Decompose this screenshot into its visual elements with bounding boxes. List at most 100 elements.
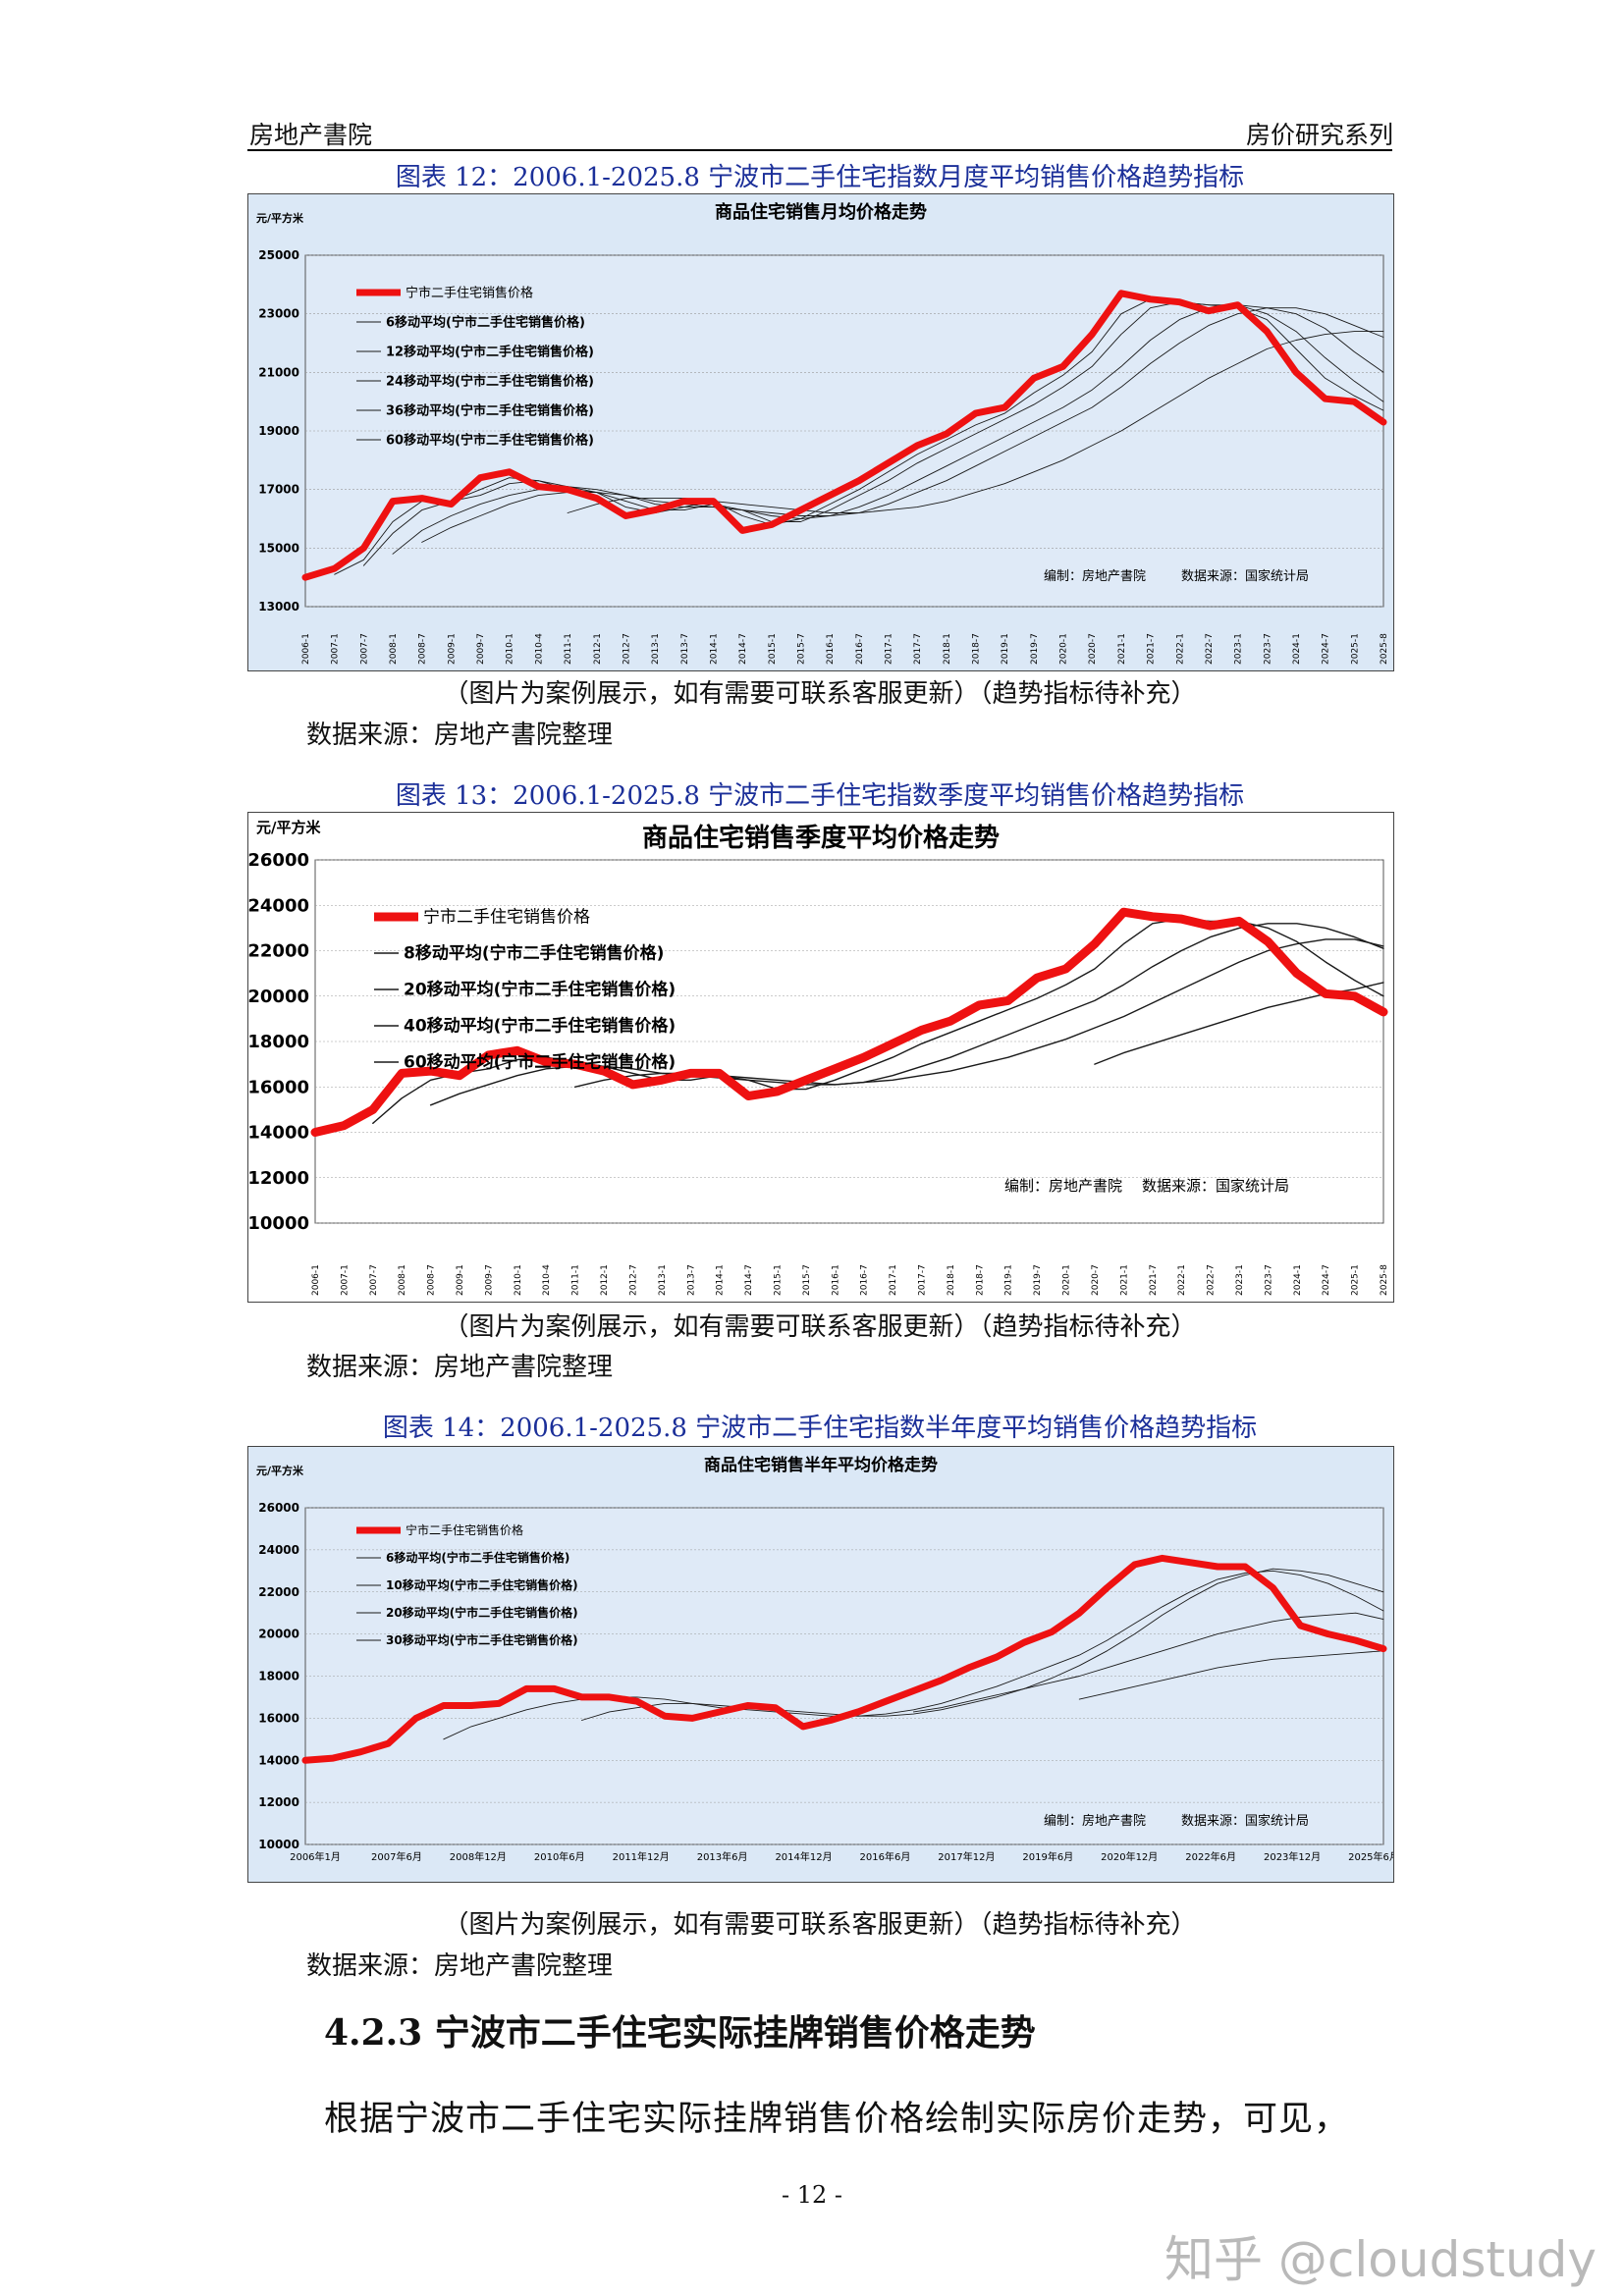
body-paragraph: 根据宁波市二手住宅实际挂牌销售价格绘制实际房价走势，可见， xyxy=(324,2100,1350,2139)
y-tick-label: 10000 xyxy=(248,1213,309,1234)
legend-label: 60移动平均(宁市二手住宅销售价格) xyxy=(386,432,594,448)
x-tick-label: 2018-7 xyxy=(972,633,982,665)
x-tick-label: 2007-1 xyxy=(331,633,341,665)
x-tick-label: 2010-4 xyxy=(534,633,544,665)
x-tick-label: 2007-7 xyxy=(369,1264,379,1296)
x-tick-label: 2006-1 xyxy=(311,1264,321,1296)
x-tick-label: 2008年12月 xyxy=(450,1850,507,1863)
chart-svg: 商品住宅销售半年平均价格走势 元/平方米 10000 12000 14000 16000 1… xyxy=(248,1447,1393,1882)
x-tick-label: 2023-1 xyxy=(1234,633,1244,665)
chart-note-source: 数据来源：国家统计局 xyxy=(1181,1813,1309,1829)
legend-label: 60移动平均(宁市二手住宅销售价格) xyxy=(404,1052,676,1073)
x-tick-label: 2023-7 xyxy=(1263,633,1272,665)
legend-label: 20移动平均(宁市二手住宅销售价格) xyxy=(386,1605,578,1620)
y-tick-label: 16000 xyxy=(258,1711,299,1725)
x-tick-label: 2014-1 xyxy=(716,1264,726,1296)
figure-12-caption: （图片为案例展示，如有需要可联系客服更新）（趋势指标待补充） xyxy=(443,679,1197,709)
y-tick-label: 21000 xyxy=(258,365,299,379)
chart-note-source: 数据来源：国家统计局 xyxy=(1181,568,1309,584)
x-tick-label: 2023年12月 xyxy=(1264,1850,1321,1863)
x-tick-label: 2013年6月 xyxy=(697,1850,748,1863)
x-tick-label: 2007年6月 xyxy=(371,1850,422,1863)
figure-12-source: 数据来源：房地产書院整理 xyxy=(306,721,614,750)
x-tick-label: 2018-7 xyxy=(975,1264,985,1296)
x-tick-label: 2012-7 xyxy=(622,633,631,665)
x-tick-label: 2006年1月 xyxy=(290,1850,341,1863)
x-tick-label: 2013-1 xyxy=(658,1264,668,1296)
legend-label: 8移动平均(宁市二手住宅销售价格) xyxy=(404,943,664,964)
x-tick-label: 2016-7 xyxy=(860,1264,870,1296)
x-tick-label: 2015-7 xyxy=(802,1264,812,1296)
x-tick-label: 2010年6月 xyxy=(534,1850,585,1863)
x-tick-label: 2024-7 xyxy=(1322,1264,1331,1296)
x-tick-label: 2024-1 xyxy=(1292,633,1302,665)
x-tick-label: 2009-1 xyxy=(447,633,457,665)
x-tick-label: 2015-1 xyxy=(773,1264,783,1296)
x-tick-label: 2013-1 xyxy=(651,633,661,665)
y-tick-label: 12000 xyxy=(258,1795,299,1809)
watermark: 知乎 @cloudstudy xyxy=(1164,2231,1597,2288)
x-tick-label: 2023-7 xyxy=(1264,1264,1273,1296)
x-tick-label: 2017-7 xyxy=(913,633,923,665)
chart-note-editor: 编制：房地产書院 xyxy=(1044,568,1146,584)
x-tick-label: 2008-7 xyxy=(418,633,428,665)
series-line-main xyxy=(301,290,1387,581)
x-tick-label: 2017-1 xyxy=(885,633,894,665)
x-tick-label: 2009-1 xyxy=(456,1264,465,1296)
x-tick-label: 2019-7 xyxy=(1033,1264,1043,1296)
x-tick-label: 2020年12月 xyxy=(1101,1850,1158,1863)
y-axis-label: 元/平方米 xyxy=(256,1464,304,1477)
x-tick-label: 2011年12月 xyxy=(613,1850,670,1863)
y-tick-label: 20000 xyxy=(248,987,309,1007)
legend-label: 10移动平均(宁市二手住宅销售价格) xyxy=(386,1577,578,1592)
x-tick-label: 2024-1 xyxy=(1293,1264,1303,1296)
y-axis-label: 元/平方米 xyxy=(256,211,304,225)
x-tick-label: 2021-7 xyxy=(1149,1264,1159,1296)
legend-label: 36移动平均(宁市二手住宅销售价格) xyxy=(386,402,594,418)
chart-note-editor: 编制：房地产書院 xyxy=(1044,1813,1146,1829)
x-tick-label: 2024-7 xyxy=(1322,633,1331,665)
x-tick-label: 2019-7 xyxy=(1030,633,1040,665)
x-tick-label: 2025-8 xyxy=(1380,633,1389,665)
x-tick-label: 2010-1 xyxy=(514,1264,523,1296)
x-tick-label: 2022-7 xyxy=(1205,633,1215,665)
x-tick-label: 2021-1 xyxy=(1119,1264,1129,1296)
x-tick-label: 2022-7 xyxy=(1207,1264,1217,1296)
figure-14-chart: 商品住宅销售半年平均价格走势 元/平方米 10000 12000 14000 16000 1… xyxy=(247,1446,1394,1883)
x-tick-label: 2021-1 xyxy=(1117,633,1127,665)
chart-svg: 商品住宅销售季度平均价格走势 元/平方米 10000 12000 14000 16000 1… xyxy=(248,813,1393,1302)
section-heading: 4.2.3 宁波市二手住宅实际挂牌销售价格走势 xyxy=(324,2012,1036,2054)
legend-label: 24移动平均(宁市二手住宅销售价格) xyxy=(386,373,594,389)
x-tick-label: 2022-1 xyxy=(1177,1264,1187,1296)
x-tick-label: 2008-1 xyxy=(398,1264,407,1296)
y-tick-label: 17000 xyxy=(258,483,299,497)
x-tick-label: 2021-7 xyxy=(1147,633,1157,665)
x-tick-label: 2009-7 xyxy=(484,1264,494,1296)
y-axis-label: 元/平方米 xyxy=(256,819,321,836)
x-tick-label: 2011-1 xyxy=(571,1264,581,1296)
legend-label: 宁市二手住宅销售价格 xyxy=(406,285,533,300)
y-tick-label: 14000 xyxy=(248,1123,309,1144)
x-tick-label: 2007-1 xyxy=(340,1264,350,1296)
chart-title: 商品住宅销售半年平均价格走势 xyxy=(704,1455,938,1475)
y-tick-label: 18000 xyxy=(258,1670,299,1683)
chart-title: 商品住宅销售月均价格走势 xyxy=(715,201,927,223)
x-tick-label: 2015-1 xyxy=(768,633,778,665)
page-number: - 12 - xyxy=(781,2181,842,2209)
y-tick-label: 13000 xyxy=(258,600,299,614)
header-left: 房地产書院 xyxy=(249,121,373,149)
x-tick-label: 2018-1 xyxy=(947,1264,956,1296)
x-tick-label: 2014-7 xyxy=(744,1264,754,1296)
y-tick-label: 24000 xyxy=(248,895,309,916)
x-tick-label: 2017-7 xyxy=(918,1264,928,1296)
x-tick-label: 2022年6月 xyxy=(1185,1850,1236,1863)
chart-svg: 商品住宅销售月均价格走势 元/平方米 13000 15000 17000 19000 210… xyxy=(248,194,1393,670)
x-tick-label: 2025-1 xyxy=(1350,633,1360,665)
y-tick-label: 26000 xyxy=(258,1501,299,1515)
y-tick-label: 24000 xyxy=(258,1543,299,1557)
figure-13-caption: （图片为案例展示，如有需要可联系客服更新）（趋势指标待补充） xyxy=(443,1312,1197,1342)
y-tick-label: 12000 xyxy=(248,1168,309,1189)
series-line-main xyxy=(301,1554,1387,1764)
y-tick-label: 26000 xyxy=(248,850,309,871)
y-tick-label: 20000 xyxy=(258,1628,299,1641)
